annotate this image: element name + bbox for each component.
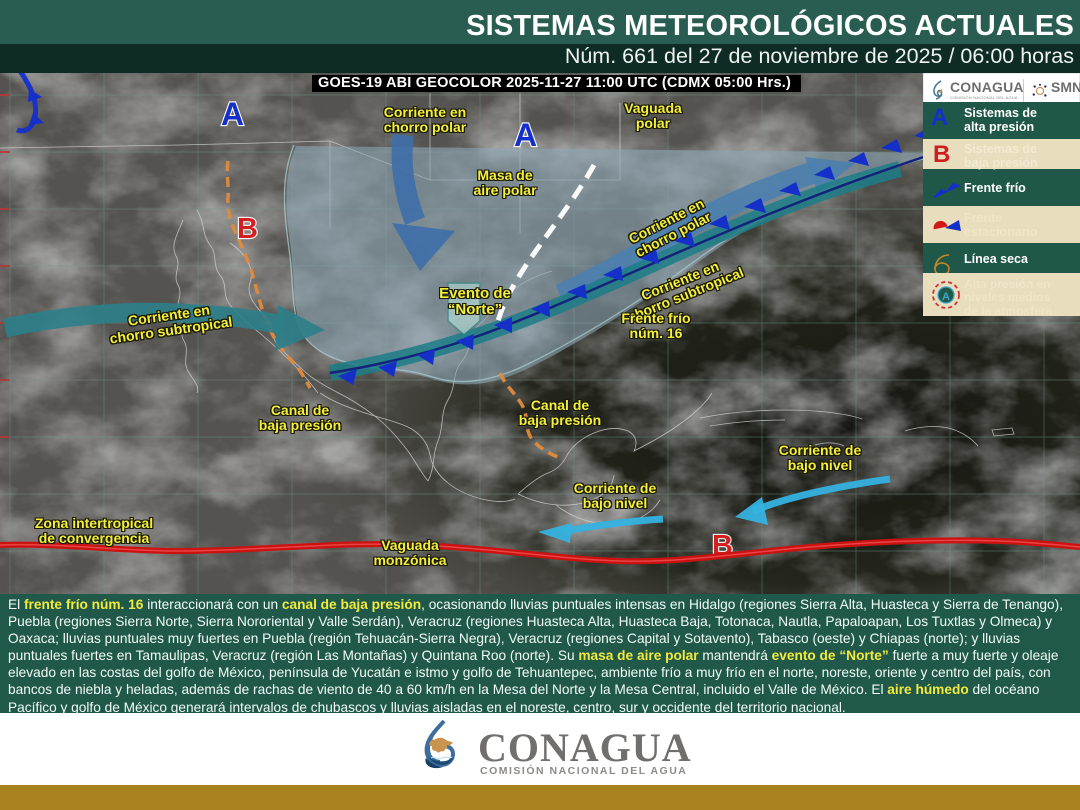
svg-text:B: B [237, 213, 258, 245]
svg-text:A: A [221, 96, 244, 132]
svg-text:A: A [942, 291, 950, 303]
svg-text:A: A [514, 117, 537, 153]
